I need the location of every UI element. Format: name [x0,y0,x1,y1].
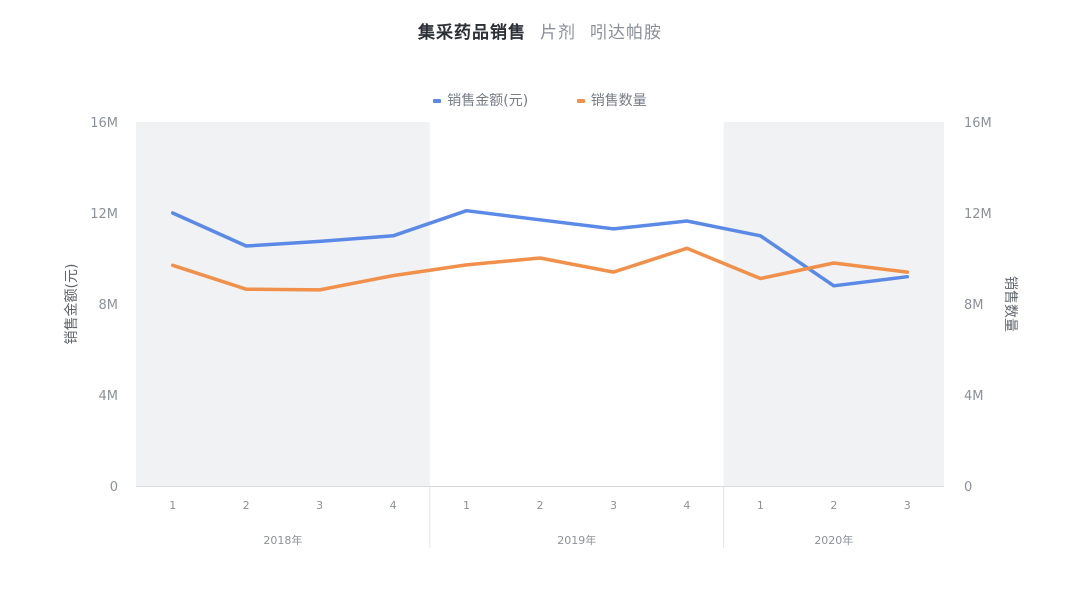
legend-item-amount[interactable]: 销售金额(元) [433,90,528,110]
x-tick-label: 3 [316,499,323,512]
x-tick-label: 4 [390,499,397,512]
x-tick-label: 4 [683,499,690,512]
group-label-1: 2019年 [557,533,596,547]
group-label-0: 2018年 [263,533,302,547]
y-right-tick-label: 12M [964,207,992,222]
y-left-tick-label: 12M [90,207,118,222]
y-right-tick-label: 0 [964,480,972,495]
y-right-tick-label: 16M [964,116,992,131]
x-tick-label: 1 [169,499,176,512]
y-left-tick-label: 16M [90,116,118,131]
group-label-2: 2020年 [814,533,853,547]
group-shade-2 [723,122,944,486]
chart-title: 集采药品销售 片剂 吲达帕胺 [0,18,1080,43]
chart-title-part-2: 吲达帕胺 [590,23,662,43]
legend-swatch-quantity [576,99,585,103]
x-tick-label: 1 [757,499,764,512]
y-left-axis-title: 销售金额(元) [64,264,80,345]
group-shade-0 [136,122,430,486]
x-tick-label: 3 [904,499,911,512]
legend-label-amount: 销售金额(元) [447,93,529,109]
y-left-tick-label: 8M [99,298,119,313]
x-tick-label: 1 [463,499,470,512]
chart-title-main: 集采药品销售 [418,23,526,43]
x-tick-label: 2 [830,499,837,512]
legend-item-quantity[interactable]: 销售数量 [576,90,647,110]
y-right-tick-label: 4M [964,389,984,404]
chart-title-part-1: 片剂 [540,23,576,43]
x-tick-label: 2 [537,499,544,512]
x-tick-label: 3 [610,499,617,512]
legend-label-quantity: 销售数量 [590,93,647,109]
y-left-tick-label: 0 [110,480,118,495]
y-left-tick-label: 4M [99,389,119,404]
legend: 销售金额(元) 销售数量 [0,90,1080,110]
x-tick-label: 2 [243,499,250,512]
y-right-tick-label: 8M [964,298,984,313]
y-right-axis-title: 销售数量 [1002,276,1018,332]
legend-swatch-amount [433,99,442,103]
